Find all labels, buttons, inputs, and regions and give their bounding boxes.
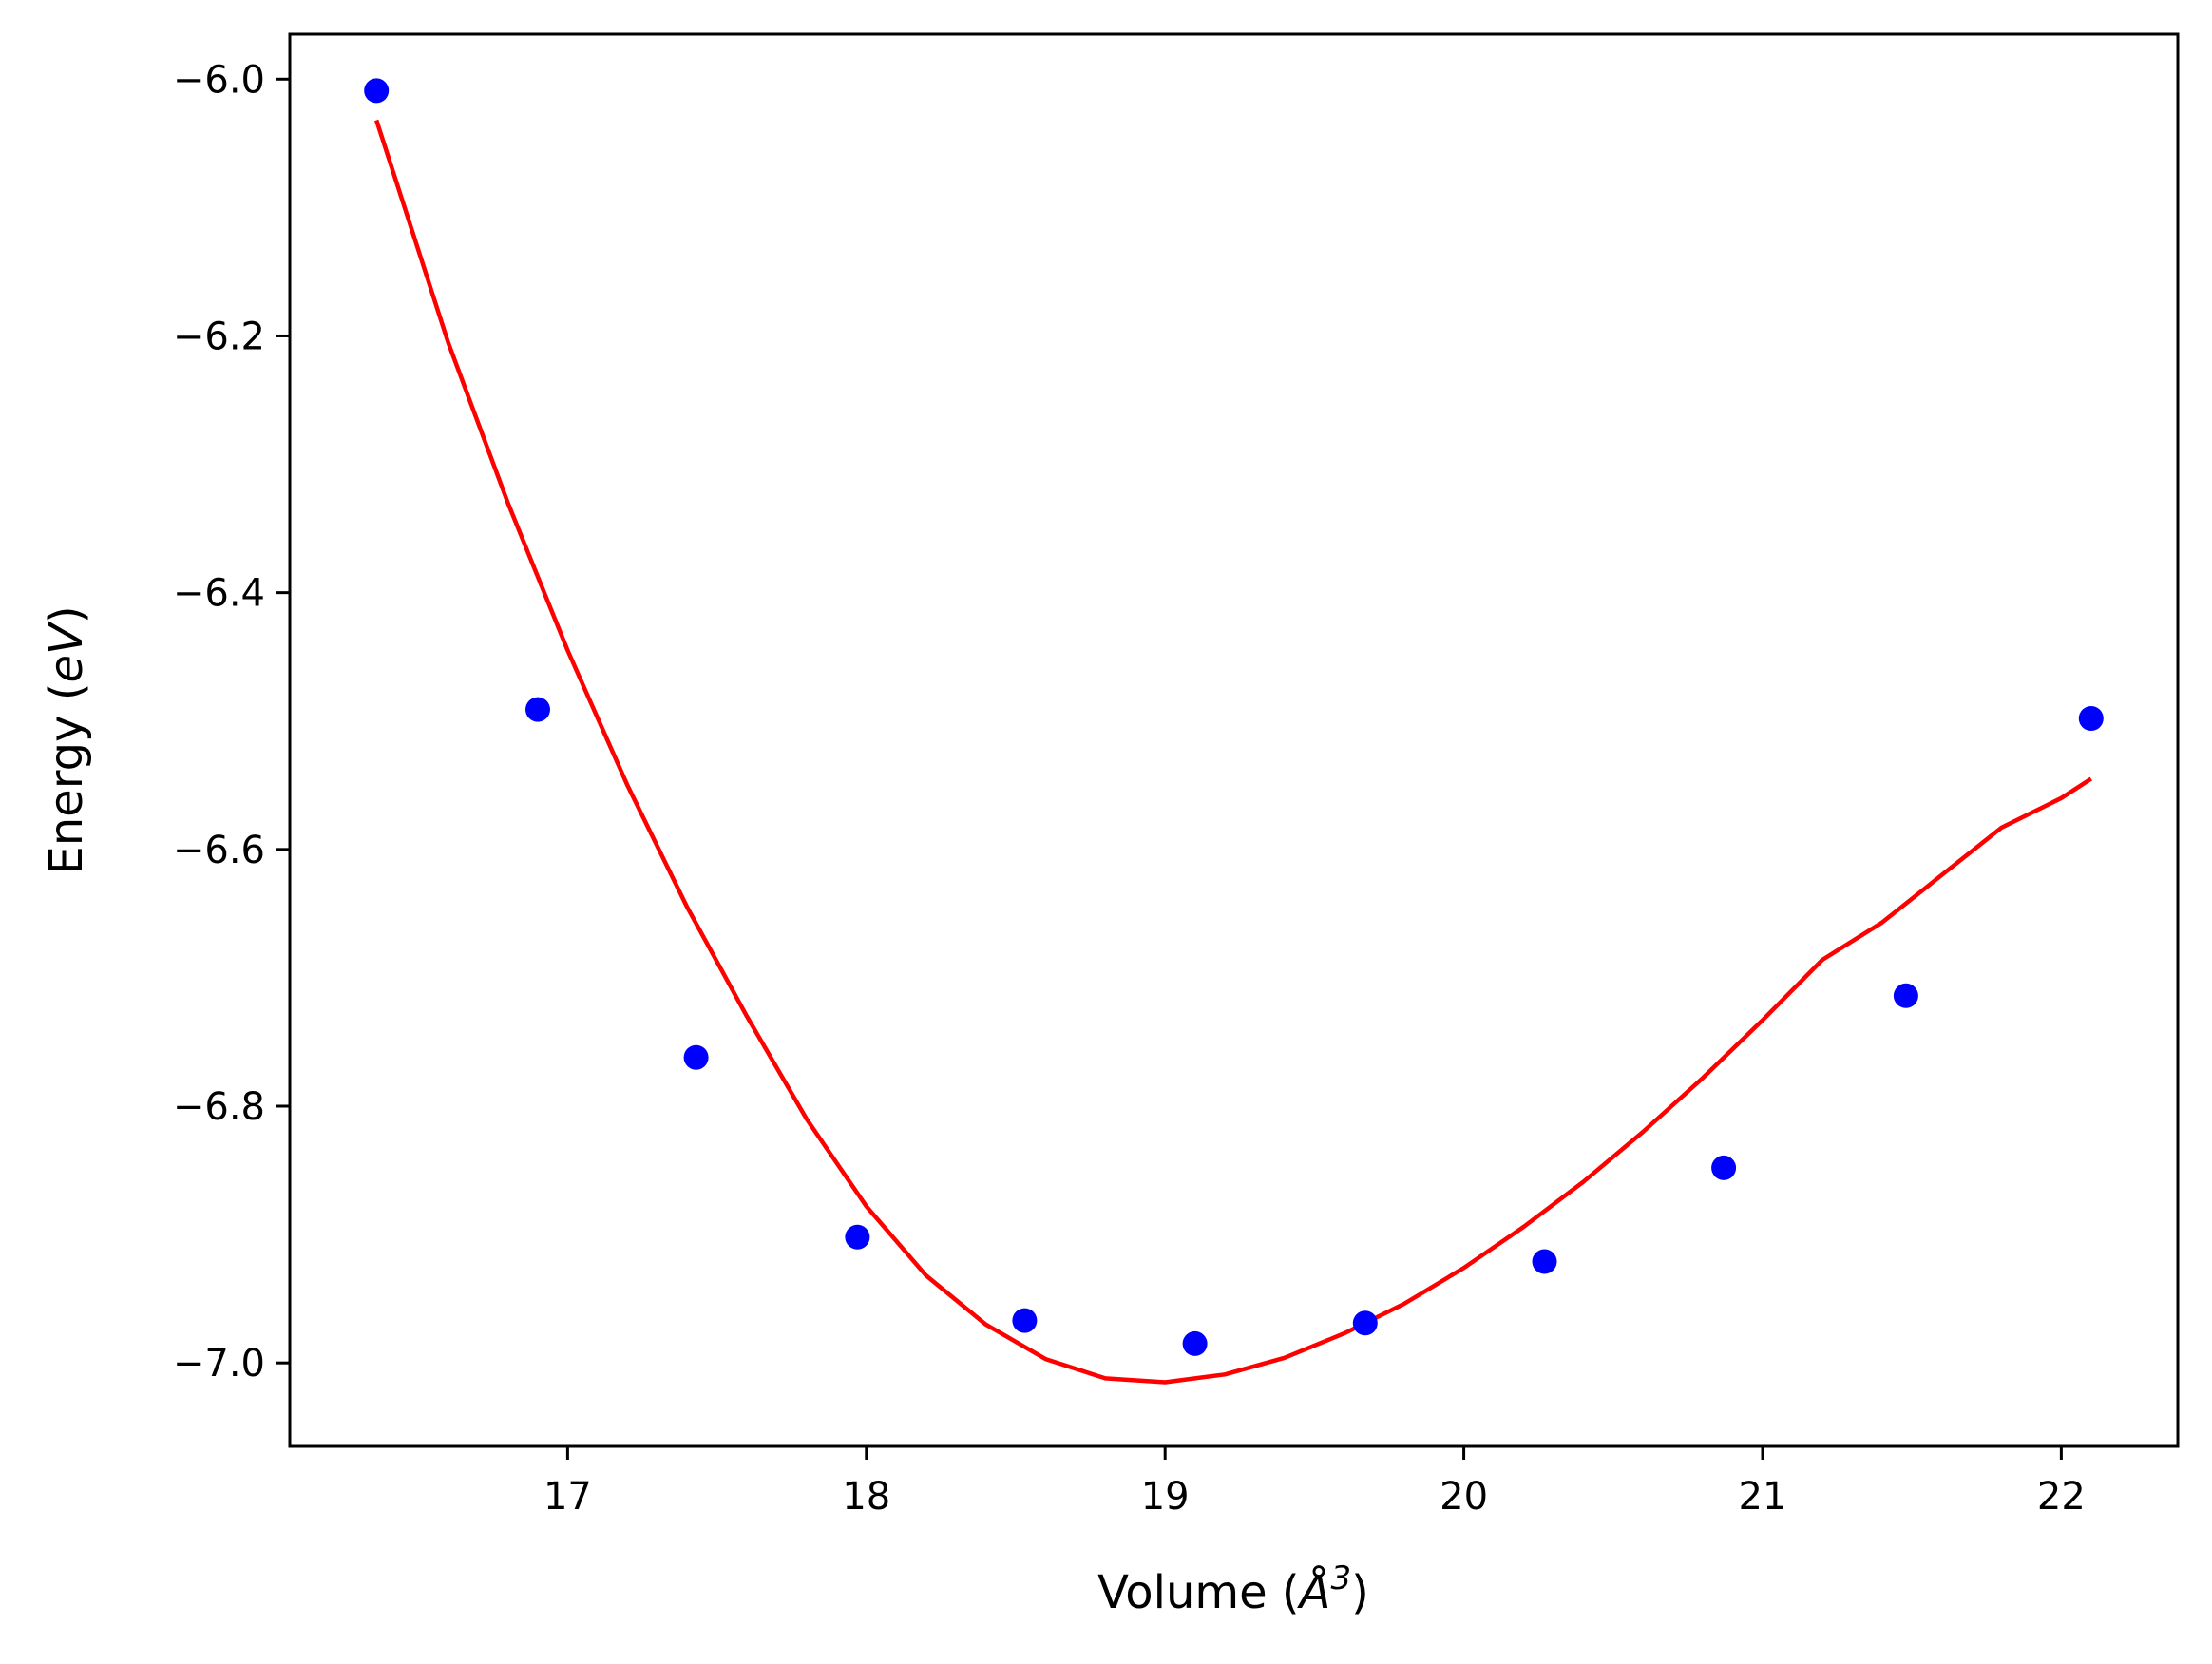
- y-tick-label: −6.8: [173, 1085, 265, 1129]
- x-axis-label-suffix: ): [1351, 1566, 1369, 1619]
- y-tick-label: −6.2: [173, 315, 265, 358]
- y-axis-label-unit: eV: [40, 621, 93, 683]
- x-axis-label-symbol: Å: [1297, 1565, 1331, 1619]
- y-axis-label: Energy (eV): [40, 605, 93, 874]
- data-point: [1532, 1249, 1557, 1274]
- data-point: [1352, 1310, 1378, 1336]
- x-tick-label: 17: [543, 1475, 592, 1519]
- y-axis: −6.0 −6.2 −6.4 −6.6 −6.8 −7.0: [173, 58, 290, 1386]
- data-point: [2078, 706, 2104, 731]
- x-axis-label: Volume (Å3): [1097, 1559, 1369, 1619]
- y-tick-label: −6.6: [173, 829, 265, 872]
- data-point: [683, 1044, 709, 1070]
- x-tick-label: 21: [1739, 1475, 1787, 1519]
- data-point: [1893, 983, 1918, 1008]
- fit-curve-line: [374, 119, 2093, 1385]
- y-axis-label-prefix: Energy (: [40, 683, 93, 875]
- data-point: [1711, 1155, 1737, 1180]
- data-point: [364, 78, 390, 104]
- data-point: [1182, 1330, 1208, 1356]
- data-point: [525, 697, 550, 722]
- data-point: [1012, 1308, 1038, 1333]
- x-axis-label-prefix: Volume (: [1097, 1566, 1300, 1619]
- x-tick-label: 20: [1440, 1475, 1488, 1519]
- x-tick-label: 22: [2037, 1475, 2086, 1519]
- data-point: [845, 1224, 870, 1250]
- y-axis-label-suffix: ): [40, 605, 93, 623]
- x-axis-label-superscript: 3: [1330, 1559, 1351, 1597]
- y-tick-label: −7.0: [173, 1342, 265, 1386]
- x-axis: 17 18 19 20 21 22: [543, 1446, 2086, 1519]
- y-tick-label: −6.0: [173, 58, 265, 102]
- plot-frame: [288, 32, 2180, 1448]
- y-tick-label: −6.4: [173, 572, 265, 616]
- plot-marks: [364, 78, 2104, 1385]
- x-tick-label: 19: [1141, 1475, 1190, 1519]
- x-tick-label: 18: [842, 1475, 890, 1519]
